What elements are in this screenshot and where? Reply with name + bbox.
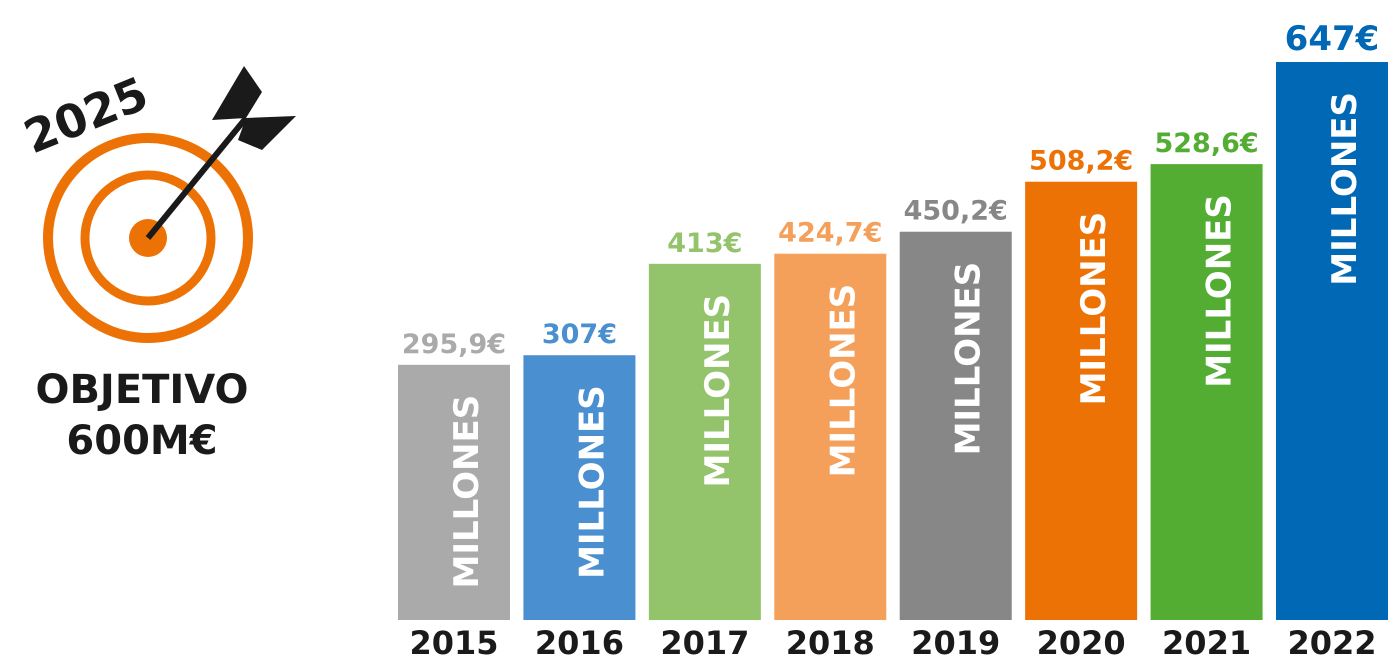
bar xyxy=(774,253,887,620)
x-tick-label: 2019 xyxy=(911,624,1000,659)
x-tick-label: 2015 xyxy=(409,624,498,659)
bar xyxy=(648,263,761,620)
value-label: 424,7€ xyxy=(778,218,882,249)
goal-label: OBJETIVO xyxy=(35,367,248,413)
value-label: 528,6€ xyxy=(1154,128,1258,159)
unit-label: MILLONES xyxy=(572,385,612,579)
value-label: 508,2€ xyxy=(1029,146,1133,177)
unit-label: MILLONES xyxy=(1074,212,1114,406)
x-tick-label: 2017 xyxy=(660,624,749,659)
x-tick-label: 2016 xyxy=(535,624,624,659)
unit-label: MILLONES xyxy=(1200,194,1240,388)
goal-year: 2025 xyxy=(17,66,156,164)
bar xyxy=(1150,164,1263,620)
x-tick-label: 2021 xyxy=(1162,624,1251,659)
value-label: 307€ xyxy=(542,319,617,350)
value-label: 450,2€ xyxy=(904,196,1008,227)
target-icon xyxy=(43,66,296,343)
dart-flight xyxy=(212,66,262,120)
bar xyxy=(1025,181,1138,620)
value-label: 295,9€ xyxy=(402,329,506,360)
unit-label: MILLONES xyxy=(949,262,989,456)
target-outer-ring xyxy=(43,133,253,343)
bar xyxy=(1276,62,1388,620)
unit-label: MILLONES xyxy=(1325,92,1365,286)
unit-label: MILLONES xyxy=(698,294,738,488)
bar xyxy=(899,231,1012,621)
value-label: 413€ xyxy=(667,228,742,259)
target-inner-ring xyxy=(80,170,216,306)
value-label: 647€ xyxy=(1285,19,1380,59)
x-tick-label: 2018 xyxy=(786,624,875,659)
dart-flight xyxy=(238,116,296,150)
bar xyxy=(398,364,510,620)
dart-shaft xyxy=(145,116,249,240)
unit-label: MILLONES xyxy=(447,395,487,589)
goal-amount: 600M€ xyxy=(66,418,217,464)
bar xyxy=(523,355,636,620)
x-tick-label: 2022 xyxy=(1287,624,1376,659)
unit-label: MILLONES xyxy=(823,284,863,478)
x-tick-label: 2020 xyxy=(1037,624,1126,659)
